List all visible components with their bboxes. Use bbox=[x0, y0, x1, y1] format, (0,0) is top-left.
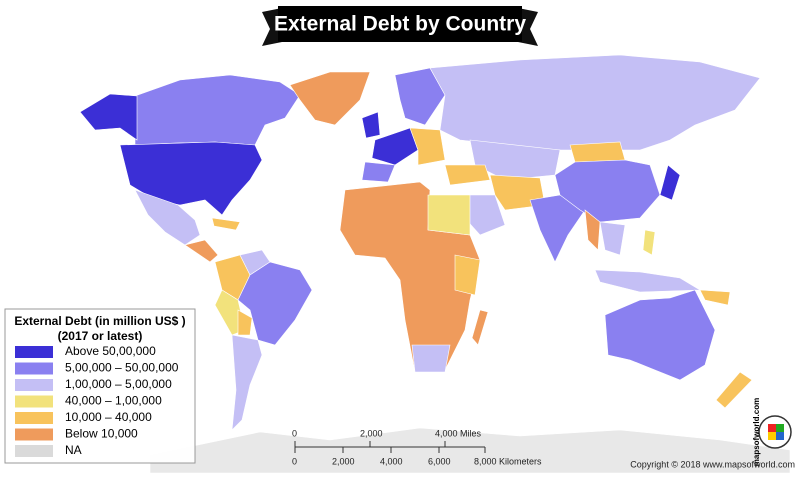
new-zealand bbox=[715, 371, 753, 409]
scale-label: 6,000 bbox=[428, 456, 451, 466]
bolivia bbox=[237, 309, 253, 336]
legend-label: 1,00,000 – 5,00,000 bbox=[65, 377, 172, 391]
southeast-asia bbox=[599, 221, 626, 256]
mexico bbox=[134, 189, 201, 246]
ribbon-end bbox=[518, 8, 538, 46]
australia bbox=[604, 289, 716, 381]
legend-swatch bbox=[15, 428, 53, 441]
egypt-sudan bbox=[427, 194, 471, 236]
alaska bbox=[79, 93, 138, 141]
scale-label: 2,000 bbox=[332, 456, 355, 466]
east-africa bbox=[454, 254, 481, 296]
legend-label: 5,00,000 – 50,00,000 bbox=[65, 361, 179, 375]
scale-label: 4,000 bbox=[380, 456, 403, 466]
title-banner: External Debt by Country bbox=[262, 6, 538, 46]
scale-label: 8,000 Kilometers bbox=[474, 456, 542, 466]
china bbox=[554, 159, 661, 223]
brazil bbox=[237, 261, 313, 346]
greenland bbox=[289, 71, 371, 126]
japan bbox=[659, 164, 681, 201]
papua-new-guinea bbox=[699, 289, 731, 306]
legend-label: 40,000 – 1,00,000 bbox=[65, 394, 162, 408]
legend-swatch bbox=[15, 445, 53, 457]
russia bbox=[429, 54, 761, 151]
ribbon bbox=[278, 6, 522, 42]
logo-square bbox=[768, 424, 776, 432]
legend-swatch bbox=[15, 362, 53, 375]
philippines bbox=[642, 229, 656, 256]
western-europe bbox=[371, 127, 419, 166]
legend-swatch bbox=[15, 412, 53, 424]
logo-text: mapsofworld.com bbox=[752, 398, 761, 466]
madagascar bbox=[471, 309, 489, 346]
scale-label: 0 bbox=[292, 428, 297, 438]
scale-bar: 0 2,000 4,000 Miles 0 2,000 4,000 6,000 … bbox=[292, 428, 542, 466]
argentina-chile bbox=[231, 334, 263, 431]
logo-square bbox=[776, 424, 784, 432]
iberia bbox=[361, 161, 396, 183]
logo: mapsofworld.com bbox=[752, 398, 792, 466]
mongolia bbox=[569, 141, 626, 163]
uk bbox=[361, 111, 381, 139]
logo-square bbox=[768, 432, 776, 440]
legend-label: Below 10,000 bbox=[65, 427, 138, 441]
central-america bbox=[184, 239, 219, 263]
legend-swatch bbox=[15, 395, 53, 408]
logo-circle bbox=[758, 415, 792, 449]
myanmar bbox=[584, 209, 601, 251]
legend-title: External Debt (in million US$ ) bbox=[14, 314, 185, 328]
legend-swatch bbox=[15, 379, 53, 391]
eastern-europe bbox=[409, 127, 446, 166]
title: External Debt by Country bbox=[274, 13, 526, 36]
scale-label: 4,000 Miles bbox=[435, 428, 482, 438]
south-africa bbox=[411, 344, 451, 373]
legend: External Debt (in million US$ ) (2017 or… bbox=[4, 308, 196, 464]
ribbon-end bbox=[262, 8, 282, 46]
legend-label: Above 50,00,000 bbox=[65, 344, 156, 358]
turkey bbox=[444, 164, 491, 186]
countries bbox=[79, 54, 791, 474]
legend-label: NA bbox=[65, 443, 82, 457]
legend-swatch bbox=[15, 346, 53, 358]
scale-label: 2,000 bbox=[360, 428, 383, 438]
caribbean bbox=[211, 217, 241, 231]
logo-square bbox=[776, 432, 784, 440]
legend-subtitle: (2017 or latest) bbox=[58, 329, 143, 343]
legend-label: 10,000 – 40,000 bbox=[65, 410, 152, 424]
copyright: Copyright © 2018 www.mapsofworld.com bbox=[630, 459, 795, 469]
scale-label: 0 bbox=[292, 456, 297, 466]
